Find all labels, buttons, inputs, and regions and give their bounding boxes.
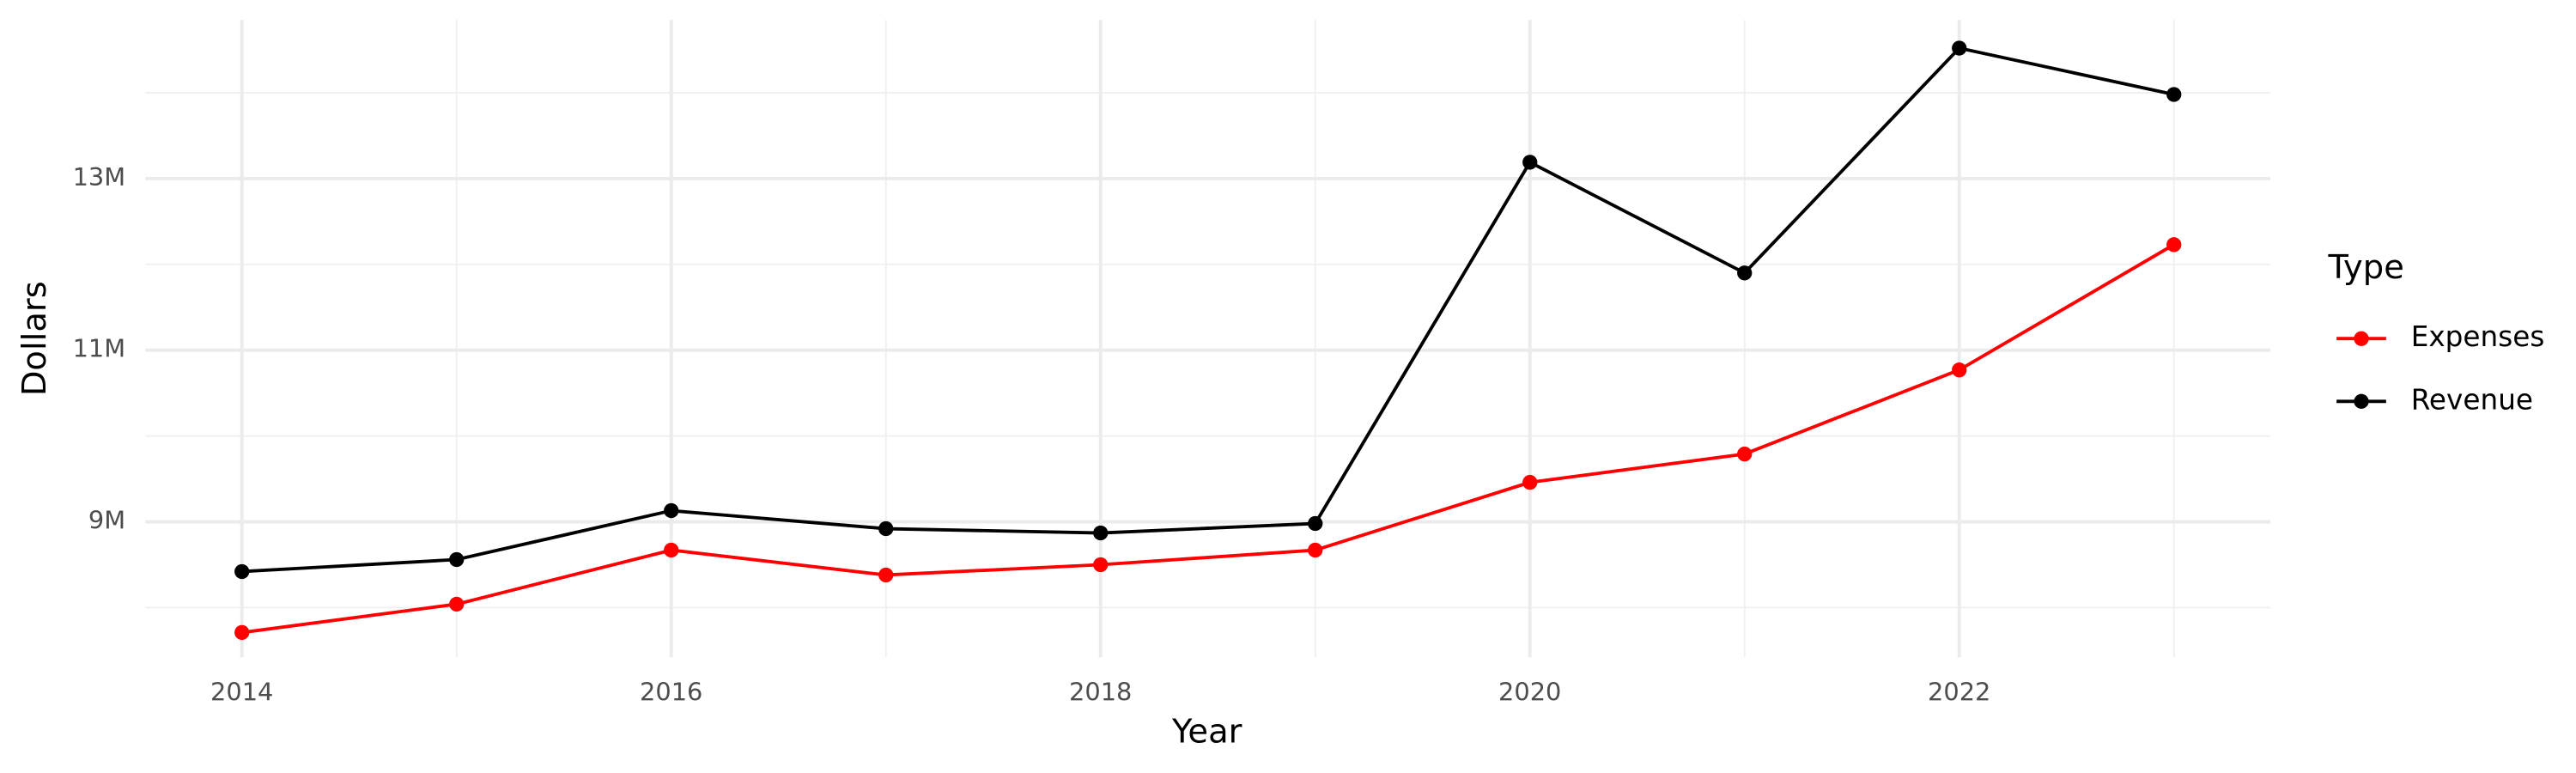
data-point: [234, 624, 250, 641]
legend-label: Expenses: [2411, 320, 2545, 353]
x-axis-title: Year: [1171, 712, 1242, 751]
x-tick-label: 2016: [640, 678, 702, 707]
data-point: [2166, 237, 2182, 253]
legend-title: Type: [2328, 248, 2404, 287]
x-tick-label: 2020: [1498, 678, 1561, 707]
y-tick-label: 9M: [88, 506, 125, 535]
series-line: [241, 46, 2175, 574]
x-tick-label: 2022: [1928, 678, 1990, 707]
data-point: [1737, 265, 1753, 281]
data-point: [1952, 362, 1967, 378]
y-tick-label: 13M: [73, 162, 126, 192]
y-axis-title: Dollars: [15, 281, 54, 396]
data-point: [449, 596, 465, 612]
data-point: [1522, 155, 1538, 170]
x-tick-label: 2018: [1069, 678, 1132, 707]
data-point: [1093, 557, 1109, 573]
series-line: [241, 243, 2175, 635]
data-point: [1737, 446, 1753, 462]
data-point: [664, 502, 679, 519]
data-point: [1308, 515, 1323, 532]
legend-label: Revenue: [2411, 383, 2533, 416]
x-tick-label: 2014: [210, 678, 273, 707]
data-point: [878, 520, 894, 537]
data-point: [1952, 40, 1967, 56]
data-point: [2166, 87, 2182, 102]
y-tick-label: 11M: [73, 334, 126, 363]
data-point: [234, 563, 250, 580]
data-point: [878, 567, 894, 583]
data-point: [1093, 525, 1109, 541]
data-point: [1522, 474, 1538, 490]
data-point: [449, 551, 465, 568]
data-point: [1308, 542, 1323, 558]
data-point: [664, 542, 679, 558]
legend-key-point: [2354, 331, 2369, 346]
legend-key-point: [2354, 393, 2369, 409]
